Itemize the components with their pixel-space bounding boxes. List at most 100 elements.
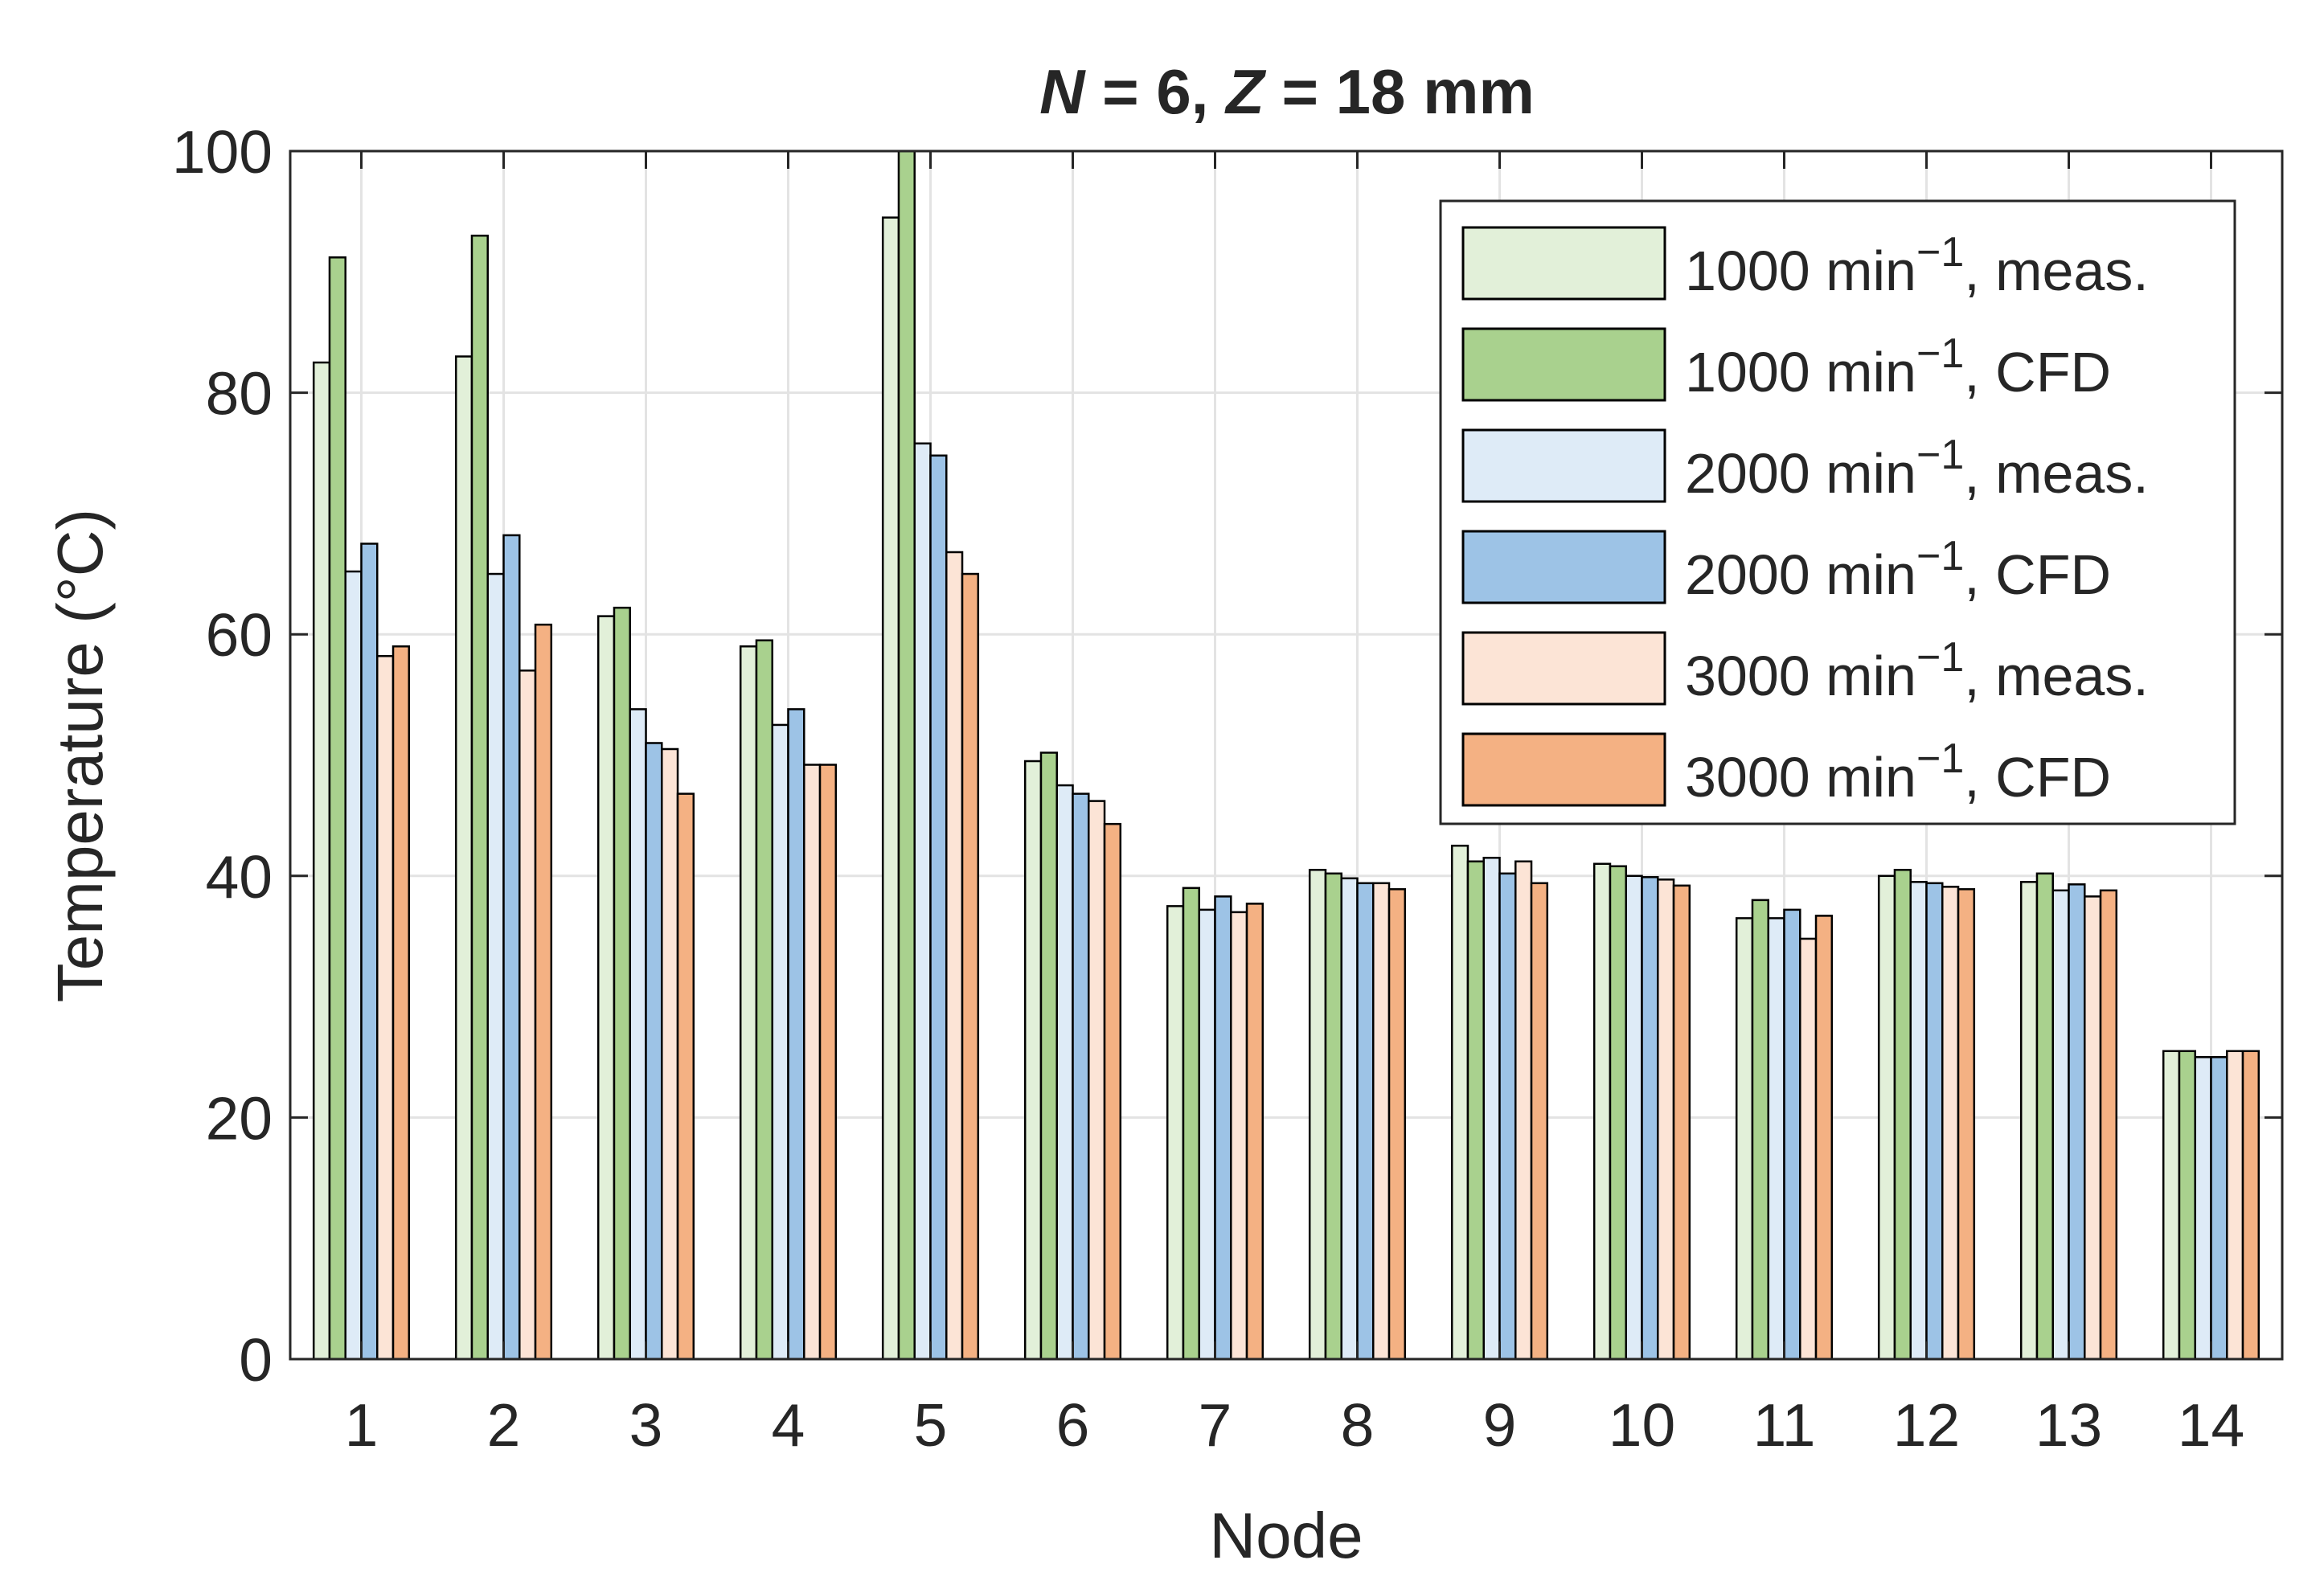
x-tick-label: 10 bbox=[1609, 1391, 1675, 1459]
bar bbox=[739, 645, 758, 1361]
legend-entry: 1000 min−1, CFD bbox=[1461, 327, 2111, 403]
x-tick-label: 1 bbox=[345, 1391, 379, 1459]
bar bbox=[913, 442, 932, 1361]
bar bbox=[1450, 844, 1469, 1361]
bar bbox=[502, 534, 521, 1361]
legend-label-rest: , meas. bbox=[1964, 442, 2149, 505]
x-tick-label: 7 bbox=[1199, 1391, 1232, 1459]
legend-label-main: 3000 min bbox=[1685, 746, 1916, 809]
x-tick-label: 3 bbox=[629, 1391, 663, 1459]
x-tick-label: 8 bbox=[1341, 1391, 1375, 1459]
legend-box bbox=[1439, 199, 2236, 825]
bar bbox=[2178, 1050, 2196, 1361]
x-tick-label: 11 bbox=[1753, 1391, 1816, 1459]
title-z-value: = 18 mm bbox=[1264, 56, 1535, 127]
bar bbox=[1783, 908, 1801, 1361]
legend-label: 2000 min−1, CFD bbox=[1685, 533, 2111, 606]
bar bbox=[1672, 884, 1691, 1361]
bar bbox=[897, 149, 916, 1361]
legend-label-main: 1000 min bbox=[1685, 240, 1916, 302]
bar bbox=[661, 747, 679, 1361]
bar bbox=[2051, 889, 2070, 1361]
x-tick-label: 2 bbox=[487, 1391, 521, 1459]
legend-entry: 1000 min−1, meas. bbox=[1461, 226, 2149, 302]
bar bbox=[961, 572, 980, 1361]
legend-label-superscript: −1 bbox=[1916, 634, 1964, 681]
legend-swatch bbox=[1461, 530, 1666, 604]
x-tick-label: 9 bbox=[1483, 1391, 1517, 1459]
bar bbox=[596, 615, 616, 1361]
legend-label-superscript: −1 bbox=[1916, 533, 1964, 579]
bar bbox=[613, 606, 631, 1361]
y-tick-label: 20 bbox=[206, 1084, 273, 1152]
bar bbox=[454, 355, 473, 1361]
bar bbox=[2226, 1050, 2244, 1361]
legend-swatch bbox=[1461, 226, 1666, 301]
bar bbox=[1514, 860, 1533, 1361]
bar-series bbox=[312, 149, 2260, 1361]
bar bbox=[360, 543, 379, 1361]
bar bbox=[2019, 881, 2039, 1361]
bar bbox=[1751, 899, 1769, 1361]
x-tick-label: 13 bbox=[2035, 1391, 2102, 1459]
legend-label: 3000 min−1, CFD bbox=[1685, 735, 2111, 809]
bar bbox=[1088, 800, 1106, 1361]
bar bbox=[2210, 1056, 2228, 1361]
legend-label: 1000 min−1, CFD bbox=[1685, 330, 2111, 403]
bar bbox=[2194, 1056, 2212, 1361]
x-tick-label: 12 bbox=[1893, 1391, 1960, 1459]
bar bbox=[1198, 908, 1216, 1361]
bar bbox=[534, 623, 553, 1361]
legend-entry: 3000 min−1, CFD bbox=[1461, 732, 2111, 809]
x-axis-label: Node bbox=[1209, 1500, 1363, 1571]
bar bbox=[1657, 878, 1675, 1361]
legend-label-superscript: −1 bbox=[1916, 330, 1964, 377]
legend-label-superscript: −1 bbox=[1916, 229, 1964, 276]
y-tick-label: 60 bbox=[206, 601, 273, 669]
bar bbox=[328, 256, 346, 1361]
bar bbox=[1072, 792, 1090, 1361]
bar bbox=[929, 454, 948, 1361]
legend-swatch bbox=[1461, 327, 1666, 402]
x-tick-label: 5 bbox=[914, 1391, 948, 1459]
bar bbox=[1530, 882, 1549, 1361]
legend-label-main: 1000 min bbox=[1685, 341, 1916, 403]
bar bbox=[1498, 872, 1517, 1361]
bar bbox=[1324, 872, 1342, 1361]
x-tick-labels: 1 2 3 4 5 6 7 8 9 10 11 12 13 14 bbox=[345, 1391, 2245, 1459]
bar bbox=[2035, 872, 2054, 1361]
bar bbox=[391, 645, 411, 1361]
y-axis-label: Temperature (°C) bbox=[44, 509, 116, 1002]
bar bbox=[1941, 886, 1960, 1361]
bar bbox=[486, 572, 505, 1361]
bar bbox=[945, 551, 964, 1361]
legend-label-superscript: −1 bbox=[1916, 735, 1964, 782]
bar bbox=[645, 742, 663, 1361]
bar bbox=[1182, 887, 1200, 1361]
bar bbox=[470, 234, 489, 1361]
bar bbox=[1245, 903, 1264, 1361]
bar bbox=[2068, 883, 2086, 1361]
x-tick-label: 4 bbox=[772, 1391, 805, 1459]
bar bbox=[1466, 860, 1485, 1361]
bar bbox=[1103, 822, 1122, 1361]
y-tick-label: 80 bbox=[206, 360, 273, 428]
bar bbox=[1877, 874, 1896, 1361]
legend-entry: 2000 min−1, CFD bbox=[1461, 530, 2111, 606]
legend-swatch bbox=[1461, 732, 1666, 807]
chart-title: N = 6, Z = 18 mm bbox=[1039, 56, 1535, 127]
y-tick-label: 40 bbox=[206, 843, 273, 911]
y-tick-labels: 0 20 40 60 80 100 bbox=[172, 118, 273, 1394]
legend-label-rest: , CFD bbox=[1964, 746, 2111, 809]
bar bbox=[787, 708, 805, 1361]
bar bbox=[803, 764, 822, 1361]
bar bbox=[1641, 876, 1659, 1361]
bar bbox=[1308, 869, 1327, 1361]
bar bbox=[1925, 882, 1944, 1361]
bar bbox=[1340, 877, 1359, 1361]
legend-label-rest: , meas. bbox=[1964, 240, 2149, 302]
bar bbox=[1356, 882, 1375, 1361]
bar bbox=[771, 723, 789, 1361]
